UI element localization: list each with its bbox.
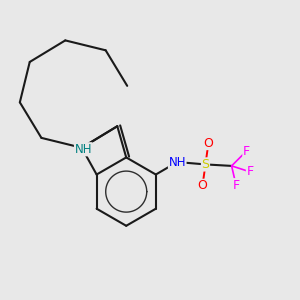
Text: F: F	[247, 165, 254, 178]
Text: S: S	[202, 158, 209, 171]
Text: O: O	[203, 136, 213, 149]
Text: NH: NH	[74, 143, 92, 156]
Text: NH: NH	[169, 155, 186, 169]
Text: O: O	[197, 179, 207, 192]
Text: F: F	[243, 145, 250, 158]
Text: F: F	[232, 179, 240, 192]
